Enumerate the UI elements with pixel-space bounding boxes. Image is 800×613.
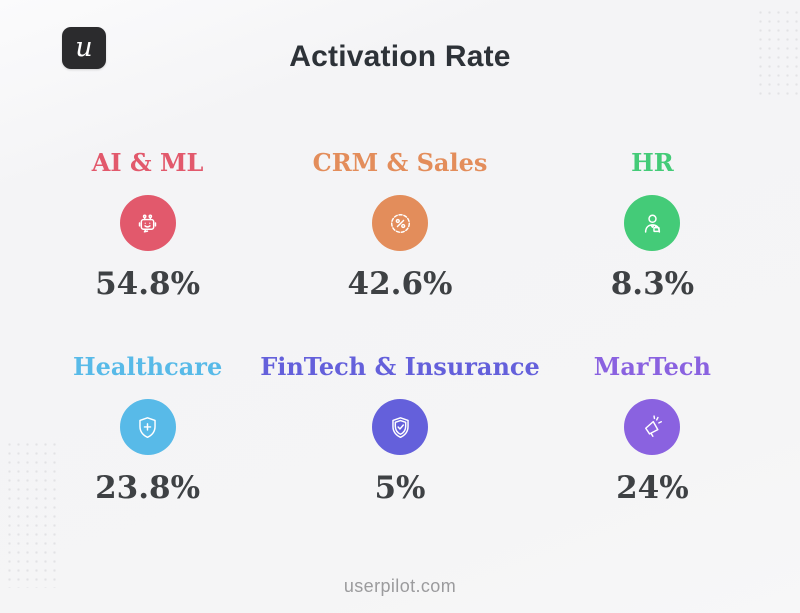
industry-card-martech: MarTech 24% bbox=[540, 350, 765, 508]
discount-badge-icon bbox=[390, 213, 410, 233]
industry-label: MarTech bbox=[593, 352, 711, 381]
industry-icon-circle bbox=[372, 399, 428, 455]
industry-value: 5% bbox=[374, 470, 426, 506]
robot-icon bbox=[138, 214, 157, 233]
industry-value: 23.8% bbox=[95, 470, 201, 506]
industry-label: CRM & Sales bbox=[312, 148, 488, 177]
industry-value: 54.8% bbox=[95, 266, 201, 302]
industry-card-fintech-insurance: FinTech & Insurance 5% bbox=[260, 350, 540, 508]
industry-value: 24% bbox=[616, 470, 689, 506]
industry-label: HR bbox=[631, 148, 674, 177]
megaphone-icon bbox=[644, 414, 662, 437]
page-title: Activation Rate bbox=[289, 40, 511, 73]
source-url: userpilot.com bbox=[343, 576, 457, 596]
industry-card-ai-ml: AI & ML 54.8% bbox=[35, 146, 260, 304]
industry-grid: AI & ML 54.8% CRM & Sales bbox=[35, 146, 765, 508]
industry-icon-circle bbox=[372, 195, 428, 251]
industry-icon-circle bbox=[624, 399, 681, 455]
userpilot-logo-letter: u bbox=[75, 31, 93, 63]
shield-check-icon bbox=[391, 416, 409, 438]
dot-grid-decoration-top-right bbox=[756, 8, 798, 100]
industry-label: AI & ML bbox=[91, 148, 204, 177]
industry-icon-circle bbox=[119, 399, 176, 455]
industry-icon-circle bbox=[624, 195, 681, 251]
dot-grid-decoration-left bbox=[5, 440, 57, 588]
person-icon bbox=[644, 214, 660, 233]
industry-card-hr: HR 8.3% bbox=[540, 146, 765, 304]
industry-card-crm-sales: CRM & Sales 42.6% bbox=[260, 146, 540, 304]
userpilot-logo: u bbox=[62, 27, 106, 69]
industry-card-healthcare: Healthcare 23.8% bbox=[35, 350, 260, 508]
shield-cross-icon bbox=[139, 416, 156, 438]
industry-icon-circle bbox=[119, 195, 176, 251]
industry-label: FinTech & Insurance bbox=[260, 352, 540, 381]
industry-value: 42.6% bbox=[347, 266, 453, 302]
industry-label: Healthcare bbox=[72, 352, 223, 381]
industry-value: 8.3% bbox=[610, 266, 695, 302]
